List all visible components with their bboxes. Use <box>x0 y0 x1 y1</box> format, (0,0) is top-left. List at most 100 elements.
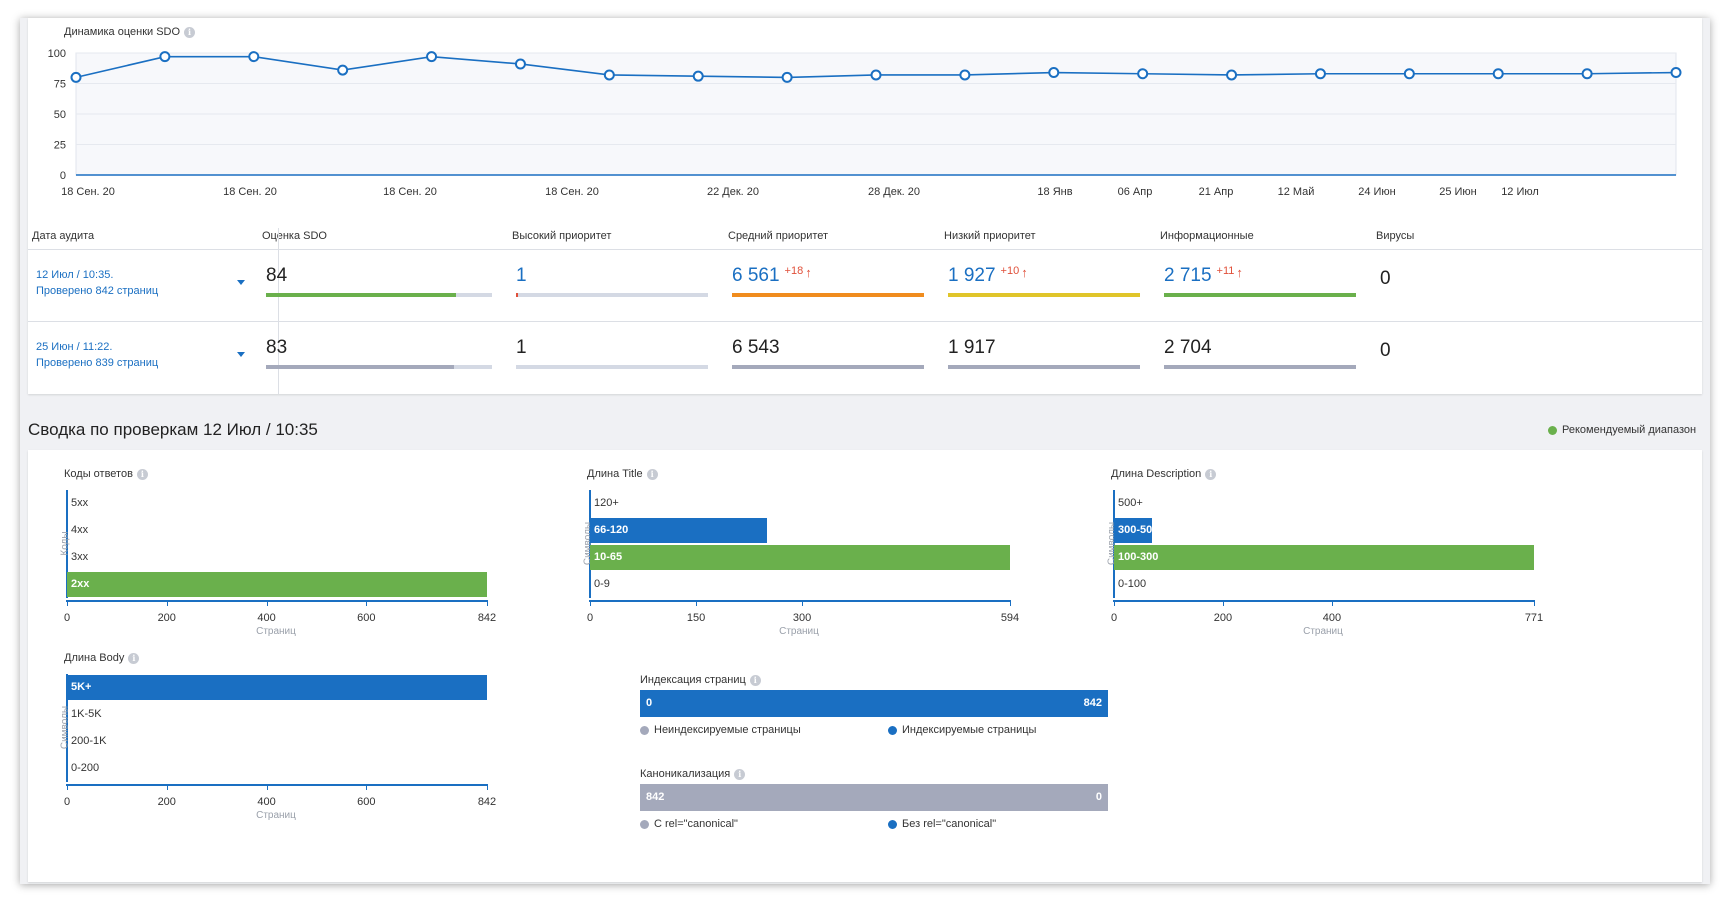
x-tick-label: 0 <box>1110 612 1118 624</box>
canonical-bar[interactable]: 842 0 <box>640 784 1108 811</box>
x-tick <box>366 784 368 790</box>
column-header[interactable]: Дата аудита <box>32 230 95 242</box>
audit-pages-checked[interactable]: Проверено 842 страниц <box>36 285 159 297</box>
metric-medium[interactable]: 6 561 +18 ↑ <box>732 265 812 287</box>
x-tick <box>487 600 488 606</box>
column-header[interactable]: Высокий приоритет <box>512 230 612 242</box>
sdo-card: Динамика оценки SDO i 0 25 50 75 100 18 Сен. 2… <box>28 18 1702 394</box>
metric-bar-fill <box>266 365 454 369</box>
x-tick <box>590 600 591 606</box>
data-point <box>337 64 349 76</box>
title-length-title-wrap: Длина Title i <box>587 468 658 480</box>
category-label: 1K-5K <box>71 708 102 720</box>
summary-card: Коды ответов i Коды 5xx 4xx 3xx 2xx 0 200 400 600 8… <box>28 450 1702 882</box>
metric-high[interactable]: 1 <box>516 337 527 359</box>
indexing-legend-nonindexed[interactable]: Неиндексируемые страницы <box>640 724 801 736</box>
metric-sdo[interactable]: 83 <box>266 337 287 359</box>
metric-info[interactable]: 2 704 <box>1164 337 1212 359</box>
x-tick-label: 18 Сен. 20 <box>223 186 277 198</box>
data-point <box>1314 68 1326 80</box>
x-tick-label: 0 <box>63 796 71 808</box>
y-tick-label: 0 <box>60 170 66 182</box>
x-tick-label: 594 <box>1000 612 1020 624</box>
column-header[interactable]: Оценка SDO <box>262 230 327 242</box>
legend-dot <box>640 819 649 829</box>
category-label: 0-200 <box>71 762 100 774</box>
x-tick <box>1222 600 1224 606</box>
data-point <box>514 58 526 70</box>
metric-bar-track <box>266 293 492 297</box>
x-tick-label: 0 <box>63 612 71 624</box>
response-codes-title-wrap: Коды ответов i <box>64 468 148 480</box>
metric-low[interactable]: 1 927 +10 ↑ <box>948 265 1028 287</box>
column-header[interactable]: Вирусы <box>1376 230 1415 242</box>
x-tick-label: 300 <box>792 612 812 624</box>
x-tick-label: 22 Дек. 20 <box>707 186 759 198</box>
y-axis-line <box>1113 490 1115 598</box>
metric-value: 83 <box>266 337 288 358</box>
bar[interactable] <box>590 545 1010 570</box>
category-label: 5K+ <box>71 681 92 693</box>
x-tick-label: 12 Июл <box>1501 186 1539 198</box>
bar[interactable] <box>67 572 487 597</box>
metric-bar-fill <box>948 365 1140 369</box>
metric-viruses[interactable]: 0 <box>1380 268 1391 289</box>
audit-date-link[interactable]: 12 Июл / 10:35. <box>36 269 114 281</box>
canonical-legend-without[interactable]: Без rel="canonical" <box>888 818 996 830</box>
audit-date-link[interactable]: 25 Июн / 11:22. <box>36 341 113 353</box>
info-icon[interactable]: i <box>749 674 761 686</box>
metric-bar-track <box>948 293 1140 297</box>
caret-down-icon[interactable] <box>237 280 245 285</box>
column-header[interactable]: Информационные <box>1160 230 1254 242</box>
info-icon[interactable]: i <box>646 468 658 480</box>
x-axis-line <box>66 784 488 786</box>
x-tick-label: 24 Июн <box>1358 186 1396 198</box>
x-tick <box>696 600 698 606</box>
chart-title: Длина Description <box>1111 468 1202 480</box>
indexing-bar[interactable]: 0 842 <box>640 690 1108 717</box>
info-icon[interactable]: i <box>1205 468 1217 480</box>
bar[interactable] <box>67 675 487 700</box>
legend-dot <box>640 725 649 735</box>
data-point <box>1226 69 1238 81</box>
category-label: 5xx <box>71 497 89 509</box>
chart-title: Длина Title <box>587 468 643 480</box>
x-axis-line <box>1113 600 1535 602</box>
info-icon[interactable]: i <box>136 468 148 480</box>
indexing-legend-indexed[interactable]: Индексируемые страницы <box>888 724 1036 736</box>
x-tick-label: 18 Сен. 20 <box>545 186 599 198</box>
x-tick-label: 18 Янв <box>1037 186 1072 198</box>
column-header[interactable]: Низкий приоритет <box>944 230 1036 242</box>
metric-bar-fill <box>732 365 924 369</box>
x-tick-label: 600 <box>357 612 376 624</box>
x-tick-label: 400 <box>257 796 276 808</box>
metric-viruses[interactable]: 0 <box>1380 340 1391 361</box>
x-tick-label: 06 Апр <box>1118 186 1153 198</box>
data-point <box>603 69 615 81</box>
data-point <box>1581 68 1593 80</box>
info-icon[interactable]: i <box>734 768 746 780</box>
report-frame: Динамика оценки SDO i 0 25 50 75 100 18 Сен. 2… <box>20 18 1710 884</box>
info-icon[interactable]: i <box>184 26 196 38</box>
audit-pages-checked[interactable]: Проверено 839 страниц <box>36 357 159 369</box>
category-label: 0-9 <box>594 578 610 590</box>
metric-low[interactable]: 1 917 <box>948 337 996 359</box>
x-tick-label: 200 <box>157 612 176 624</box>
metric-high[interactable]: 1 <box>516 265 527 287</box>
metric-medium[interactable]: 6 543 <box>732 337 780 359</box>
canonical-legend-with[interactable]: С rel="canonical" <box>640 818 738 830</box>
metric-info[interactable]: 2 715 +11 ↑ <box>1164 265 1243 287</box>
column-header[interactable]: Средний приоритет <box>728 230 829 242</box>
info-icon[interactable]: i <box>128 652 140 664</box>
bar[interactable] <box>590 518 767 543</box>
caret-down-icon[interactable] <box>237 352 245 357</box>
bar[interactable] <box>1114 545 1534 570</box>
metric-value: 6 561 <box>732 265 780 286</box>
bar[interactable] <box>1114 518 1153 543</box>
legend-dot <box>1548 425 1557 435</box>
metric-sdo[interactable]: 84 <box>266 265 287 287</box>
category-label: 66-120 <box>594 524 629 536</box>
x-axis-title: Страниц <box>1303 626 1343 637</box>
x-tick <box>366 600 368 606</box>
x-axis-title: Страниц <box>256 810 296 821</box>
